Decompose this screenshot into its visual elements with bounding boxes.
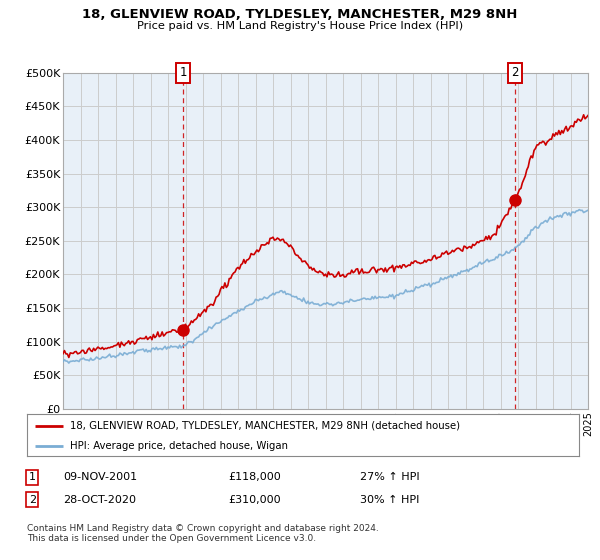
Text: 1: 1	[179, 66, 187, 80]
Text: 2: 2	[29, 494, 36, 505]
Text: 18, GLENVIEW ROAD, TYLDESLEY, MANCHESTER, M29 8NH: 18, GLENVIEW ROAD, TYLDESLEY, MANCHESTER…	[82, 8, 518, 21]
Text: 09-NOV-2001: 09-NOV-2001	[63, 472, 137, 482]
Text: 28-OCT-2020: 28-OCT-2020	[63, 494, 136, 505]
Text: 1: 1	[29, 472, 36, 482]
Text: 27% ↑ HPI: 27% ↑ HPI	[360, 472, 419, 482]
Text: 2: 2	[511, 66, 519, 80]
Text: Contains HM Land Registry data © Crown copyright and database right 2024.
This d: Contains HM Land Registry data © Crown c…	[27, 524, 379, 543]
Text: Price paid vs. HM Land Registry's House Price Index (HPI): Price paid vs. HM Land Registry's House …	[137, 21, 463, 31]
Text: £310,000: £310,000	[228, 494, 281, 505]
Text: HPI: Average price, detached house, Wigan: HPI: Average price, detached house, Wiga…	[70, 441, 288, 451]
Text: £118,000: £118,000	[228, 472, 281, 482]
Text: 18, GLENVIEW ROAD, TYLDESLEY, MANCHESTER, M29 8NH (detached house): 18, GLENVIEW ROAD, TYLDESLEY, MANCHESTER…	[70, 421, 460, 431]
Text: 30% ↑ HPI: 30% ↑ HPI	[360, 494, 419, 505]
